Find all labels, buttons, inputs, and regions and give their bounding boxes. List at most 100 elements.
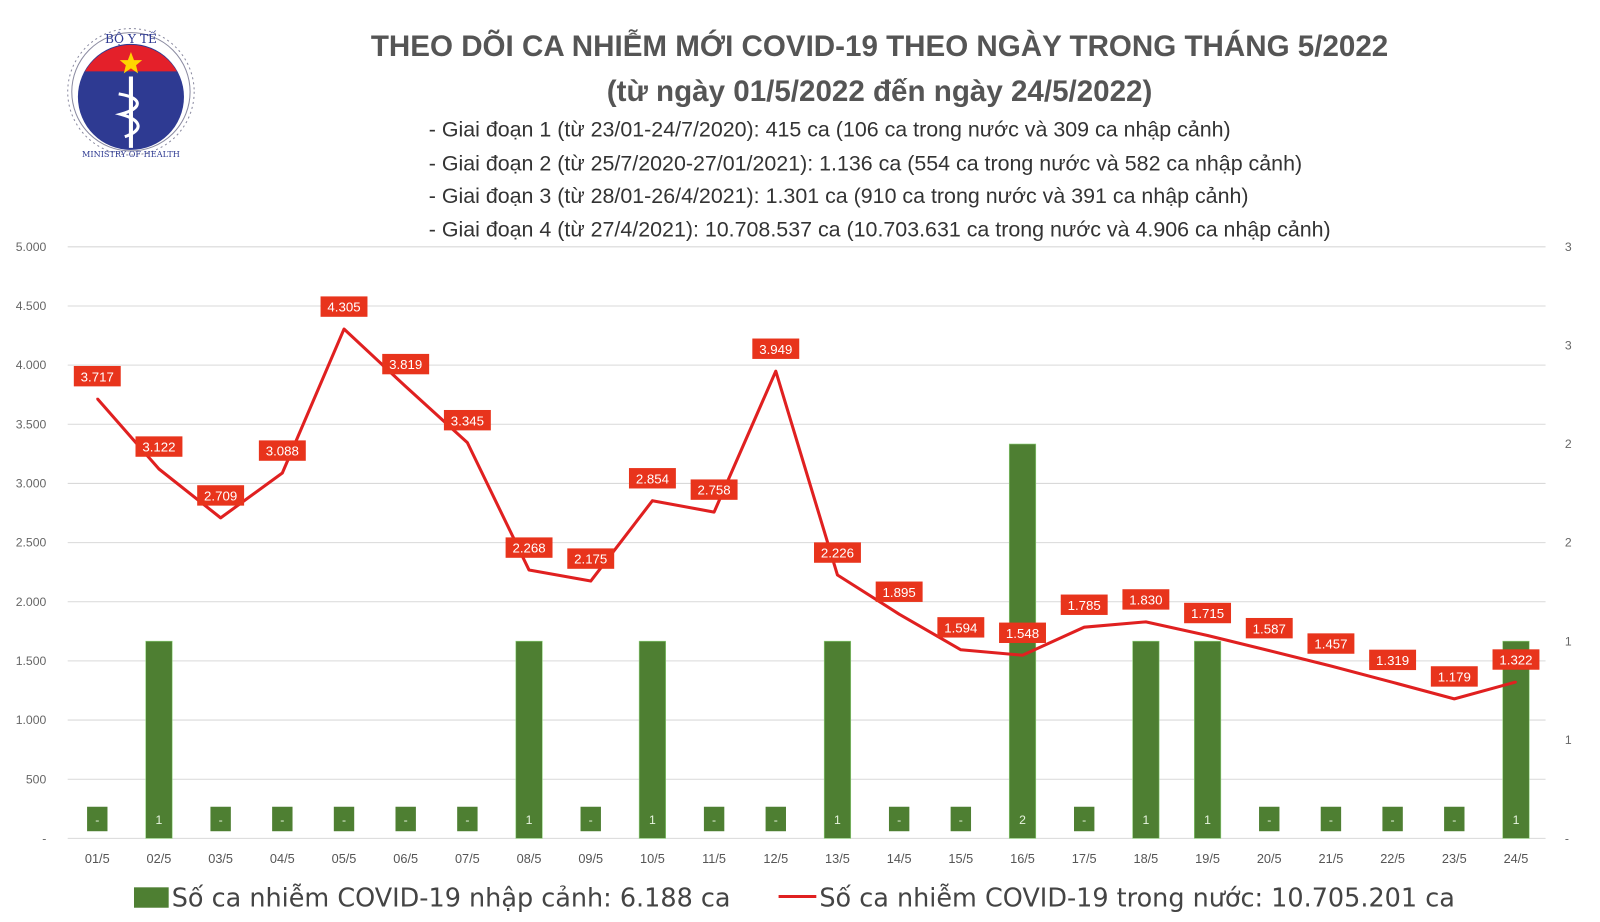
x-tick-label: 14/5 (887, 851, 912, 866)
right-tick-label: 2 (1565, 536, 1572, 550)
bar-label: - (1452, 813, 1456, 827)
x-tick-label: 09/5 (578, 851, 603, 866)
data-label-box (505, 537, 553, 558)
bar-label: - (959, 813, 963, 827)
bar-label-box (87, 806, 108, 832)
data-label: 2.175 (574, 552, 607, 567)
bar-label: 1 (1142, 813, 1149, 827)
x-tick-label: 01/5 (85, 851, 110, 866)
data-label-box (1122, 589, 1170, 610)
line-point (157, 467, 160, 471)
bar-label: 1 (649, 813, 656, 827)
data-label: 1.830 (1129, 593, 1162, 608)
x-tick-label: 11/5 (702, 851, 726, 866)
x-tick-label: 18/5 (1133, 851, 1158, 866)
bar-label: 1 (1513, 813, 1520, 827)
data-label-box (320, 296, 368, 317)
data-label-box (875, 581, 923, 602)
line-point (713, 511, 716, 514)
data-label: 2.854 (636, 471, 669, 486)
data-label-box (1492, 649, 1540, 670)
bar-label-box (457, 806, 478, 832)
data-label: 2.758 (698, 483, 731, 498)
left-tick-label: 4.000 (16, 358, 47, 372)
bar-label: - (219, 813, 223, 827)
bar (638, 640, 666, 839)
chart-subtitle: (từ ngày 01/5/2022 đến ngày 24/5/2022) (607, 75, 1153, 108)
data-label: 1.322 (1499, 653, 1532, 668)
data-label: 3.819 (389, 357, 422, 372)
legend-bar-swatch (133, 887, 169, 908)
bar-label: - (774, 813, 778, 827)
line-point (528, 569, 531, 572)
data-label-box (1245, 617, 1293, 639)
data-label: 1.715 (1191, 606, 1224, 621)
x-tick-label: 05/5 (332, 851, 357, 866)
x-tick-label: 19/5 (1195, 851, 1220, 866)
line-point (1514, 680, 1517, 683)
left-tick-label: - (42, 831, 46, 845)
gridlines (67, 246, 1546, 839)
bar-label-box (950, 806, 972, 832)
bar-label: - (465, 813, 469, 827)
bar-label-box (1382, 806, 1403, 832)
bar-label: - (1391, 813, 1395, 827)
data-label: 1.785 (1068, 598, 1101, 613)
data-label: 3.949 (759, 342, 792, 357)
line-point (898, 613, 901, 616)
bar-label-box (395, 806, 416, 832)
data-label-box (1184, 602, 1232, 624)
bar-label: - (1329, 813, 1333, 827)
line-point (466, 441, 469, 444)
data-label-box (1307, 633, 1355, 654)
left-tick-label: 500 (26, 772, 47, 786)
left-tick-label: 4.500 (16, 299, 47, 313)
data-label-box (197, 485, 245, 506)
data-label-box (258, 440, 306, 461)
data-label-box (999, 622, 1046, 643)
left-tick-label: 1.000 (16, 713, 47, 727)
line-point (1453, 697, 1456, 700)
bar-label: 1 (834, 813, 841, 827)
data-label: 2.268 (512, 541, 545, 556)
x-tick-label: 08/5 (517, 851, 542, 866)
data-label: 3.345 (451, 413, 484, 428)
data-label-box (567, 548, 615, 569)
bar-label: - (1267, 813, 1271, 827)
legend: Số ca nhiễm COVID-19 nhập cảnh: 6.188 ca… (133, 884, 1455, 914)
bar-label: - (897, 813, 901, 827)
legend-line-label: Số ca nhiễm COVID-19 trong nước: 10.705.… (819, 884, 1454, 914)
data-label: 1.594 (944, 620, 977, 635)
x-tick-label: 20/5 (1257, 851, 1282, 866)
left-tick-label: 2.000 (16, 595, 47, 609)
line-point (836, 573, 839, 577)
bar-label: 1 (1204, 813, 1211, 827)
data-label: 3.717 (81, 369, 114, 384)
bar-label: - (712, 813, 716, 827)
line-point (219, 516, 222, 519)
line-point (281, 472, 284, 475)
data-label: 1.548 (1006, 626, 1039, 641)
left-tick-label: 3.000 (16, 477, 47, 491)
data-label: 1.587 (1253, 621, 1286, 636)
data-label-box (382, 353, 430, 375)
x-tick-label: 12/5 (763, 851, 788, 866)
bar-label: - (404, 813, 408, 827)
bar-series: - 1 - - - - - 1 - 1 - - 1 - - 2 - 1 1 - - - - 1 (87, 443, 1530, 839)
data-label-box (814, 542, 861, 563)
line-point (1268, 649, 1271, 652)
line-point (651, 499, 654, 502)
bar-label: 1 (156, 813, 163, 827)
x-tick-label: 24/5 (1504, 851, 1529, 866)
line-point (1021, 654, 1024, 657)
right-tick-label: 3 (1565, 240, 1572, 254)
x-tick-label: 22/5 (1380, 851, 1405, 866)
x-axis: 01/5 02/5 03/5 04/5 05/5 06/5 07/5 08/5 09/5 10/5… (85, 851, 1528, 866)
data-label-box (443, 409, 491, 431)
right-axis: - 1 1 2 2 3 3 (1565, 240, 1572, 846)
bar-label-box (888, 806, 910, 832)
right-tick-label: 1 (1565, 634, 1572, 648)
data-label-box (1430, 666, 1478, 687)
data-label-box (690, 479, 738, 500)
